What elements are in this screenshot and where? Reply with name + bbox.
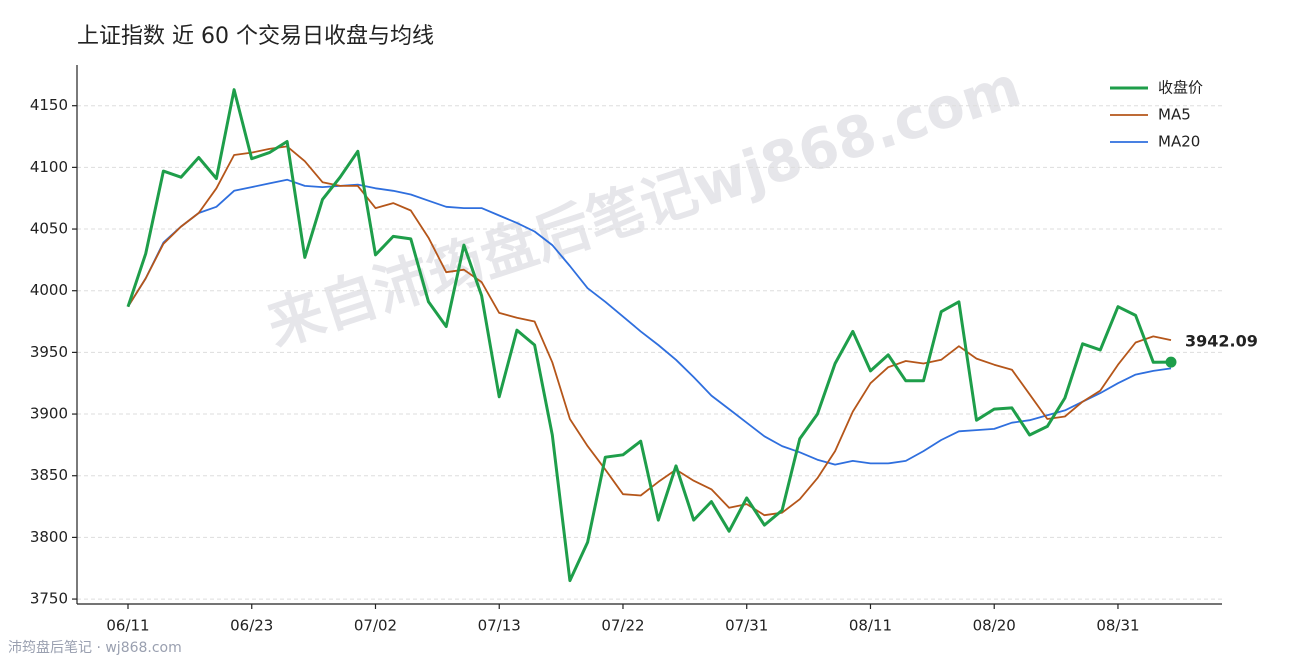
- x-tick-label: 06/11: [106, 617, 149, 635]
- x-tick-label: 07/22: [601, 617, 644, 635]
- y-tick-label: 4100: [30, 158, 68, 176]
- y-tick-label: 4000: [30, 281, 68, 299]
- x-tick-label: 08/31: [1096, 617, 1139, 635]
- y-tick-label: 4050: [30, 220, 68, 238]
- y-tick-label: 3750: [30, 590, 68, 608]
- y-tick-label: 3800: [30, 528, 68, 546]
- series-line: [127, 145, 1172, 517]
- legend-label: 收盘价: [1158, 79, 1203, 97]
- x-tick-label: 06/23: [230, 617, 273, 635]
- end-point: [1165, 356, 1177, 368]
- x-tick-label: 08/20: [973, 617, 1016, 635]
- series-line: [127, 178, 1172, 466]
- value-label: 3942.09: [1185, 332, 1258, 351]
- x-tick-label: 07/02: [354, 617, 397, 635]
- series-line: [126, 88, 1172, 583]
- y-tick-label: 4150: [30, 96, 68, 114]
- legend-label: MA5: [1158, 106, 1191, 124]
- x-tick-label: 08/11: [849, 617, 892, 635]
- y-tick-label: 3900: [30, 405, 68, 423]
- y-tick-label: 3950: [30, 343, 68, 361]
- chart-title: 上证指数 近 60 个交易日收盘与均线: [77, 24, 434, 49]
- legend-label: MA20: [1158, 133, 1200, 151]
- y-tick-label: 3850: [30, 466, 68, 484]
- source: 沛筠盘后笔记 · wj868.com: [8, 639, 182, 656]
- x-tick-label: 07/31: [725, 617, 768, 635]
- x-tick-label: 07/13: [478, 617, 521, 635]
